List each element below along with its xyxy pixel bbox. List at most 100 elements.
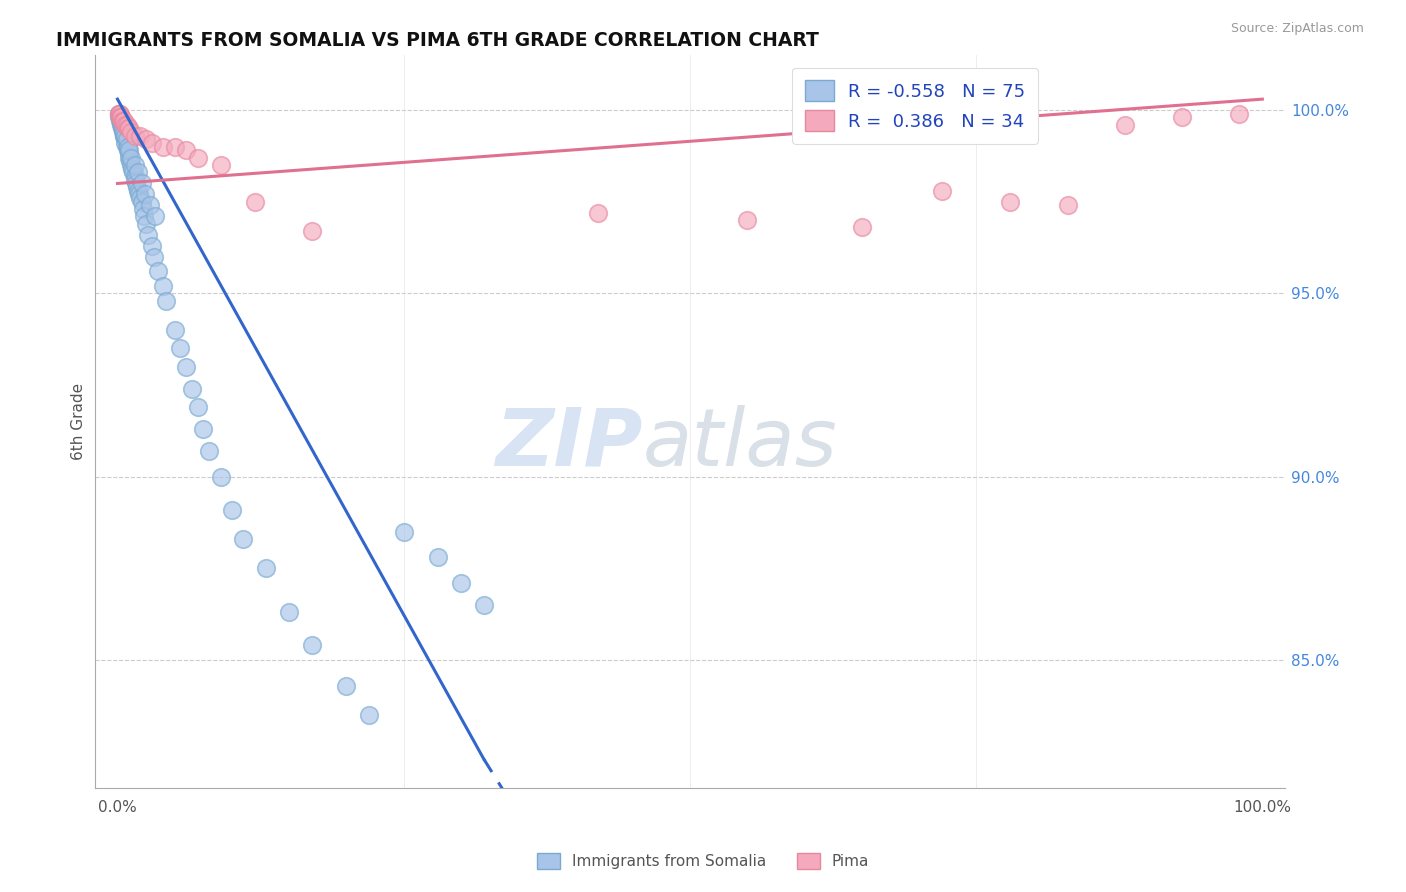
Point [129, 191, 152, 205]
Point [128, 187, 150, 202]
Point [163, 323, 186, 337]
Point [152, 279, 174, 293]
Point [118, 151, 141, 165]
Point [152, 140, 174, 154]
Point [450, 576, 472, 591]
Point [931, 184, 953, 198]
Point [114, 118, 136, 132]
Point [108, 111, 131, 125]
Point [735, 213, 758, 227]
Legend: R = -0.558   N = 75, R =  0.386   N = 34: R = -0.558 N = 75, R = 0.386 N = 34 [793, 68, 1038, 144]
Point [107, 111, 129, 125]
Point [359, 708, 381, 723]
Point [278, 606, 301, 620]
Point [112, 125, 135, 139]
Y-axis label: 6th Grade: 6th Grade [72, 384, 86, 460]
Point [146, 264, 169, 278]
Point [107, 107, 129, 121]
Point [110, 114, 132, 128]
Point [232, 532, 254, 546]
Point [111, 118, 134, 132]
Point [107, 107, 129, 121]
Point [129, 128, 152, 143]
Point [143, 210, 166, 224]
Point [112, 125, 135, 139]
Point [127, 165, 149, 179]
Point [115, 140, 138, 154]
Point [125, 180, 148, 194]
Point [118, 121, 141, 136]
Point [131, 177, 153, 191]
Point [155, 293, 177, 308]
Point [124, 128, 146, 143]
Point [163, 140, 186, 154]
Point [588, 206, 610, 220]
Legend: Immigrants from Somalia, Pima: Immigrants from Somalia, Pima [530, 847, 876, 875]
Point [117, 121, 139, 136]
Point [135, 132, 157, 146]
Point [138, 227, 160, 242]
Text: IMMIGRANTS FROM SOMALIA VS PIMA 6TH GRADE CORRELATION CHART: IMMIGRANTS FROM SOMALIA VS PIMA 6TH GRAD… [56, 31, 820, 50]
Point [114, 128, 136, 143]
Point [111, 121, 134, 136]
Point [125, 177, 148, 191]
Point [120, 151, 142, 165]
Point [124, 158, 146, 172]
Point [198, 444, 221, 458]
Point [209, 158, 232, 172]
Point [107, 107, 129, 121]
Point [108, 107, 131, 121]
Point [135, 217, 157, 231]
Point [107, 107, 129, 121]
Point [254, 561, 277, 575]
Point [301, 639, 323, 653]
Point [180, 382, 202, 396]
Text: atlas: atlas [643, 405, 837, 483]
Point [301, 224, 323, 238]
Point [243, 194, 266, 209]
Point [141, 136, 163, 150]
Point [472, 598, 495, 612]
Point [120, 125, 142, 139]
Point [122, 165, 145, 179]
Point [1056, 198, 1078, 212]
Point [108, 111, 131, 125]
Point [117, 140, 139, 154]
Point [174, 359, 197, 374]
Text: ZIP: ZIP [495, 405, 643, 483]
Point [131, 202, 153, 216]
Point [110, 118, 132, 132]
Point [851, 220, 873, 235]
Point [1229, 107, 1251, 121]
Point [134, 187, 156, 202]
Point [138, 198, 160, 212]
Point [118, 144, 141, 158]
Point [115, 118, 138, 132]
Point [112, 128, 135, 143]
Point [1000, 194, 1022, 209]
Point [124, 173, 146, 187]
Point [115, 132, 138, 146]
Point [118, 147, 141, 161]
Point [110, 111, 132, 125]
Point [117, 144, 139, 158]
Point [112, 128, 135, 143]
Point [108, 114, 131, 128]
Point [169, 342, 191, 356]
Point [120, 154, 142, 169]
Point [111, 114, 134, 128]
Point [174, 144, 197, 158]
Point [1114, 118, 1136, 132]
Point [132, 210, 155, 224]
Point [221, 503, 243, 517]
Point [110, 111, 132, 125]
Point [124, 169, 146, 183]
Point [112, 121, 135, 136]
Point [114, 136, 136, 150]
Point [120, 158, 142, 172]
Point [141, 239, 163, 253]
Point [335, 679, 357, 693]
Text: Source: ZipAtlas.com: Source: ZipAtlas.com [1230, 22, 1364, 36]
Point [427, 550, 450, 565]
Point [108, 111, 131, 125]
